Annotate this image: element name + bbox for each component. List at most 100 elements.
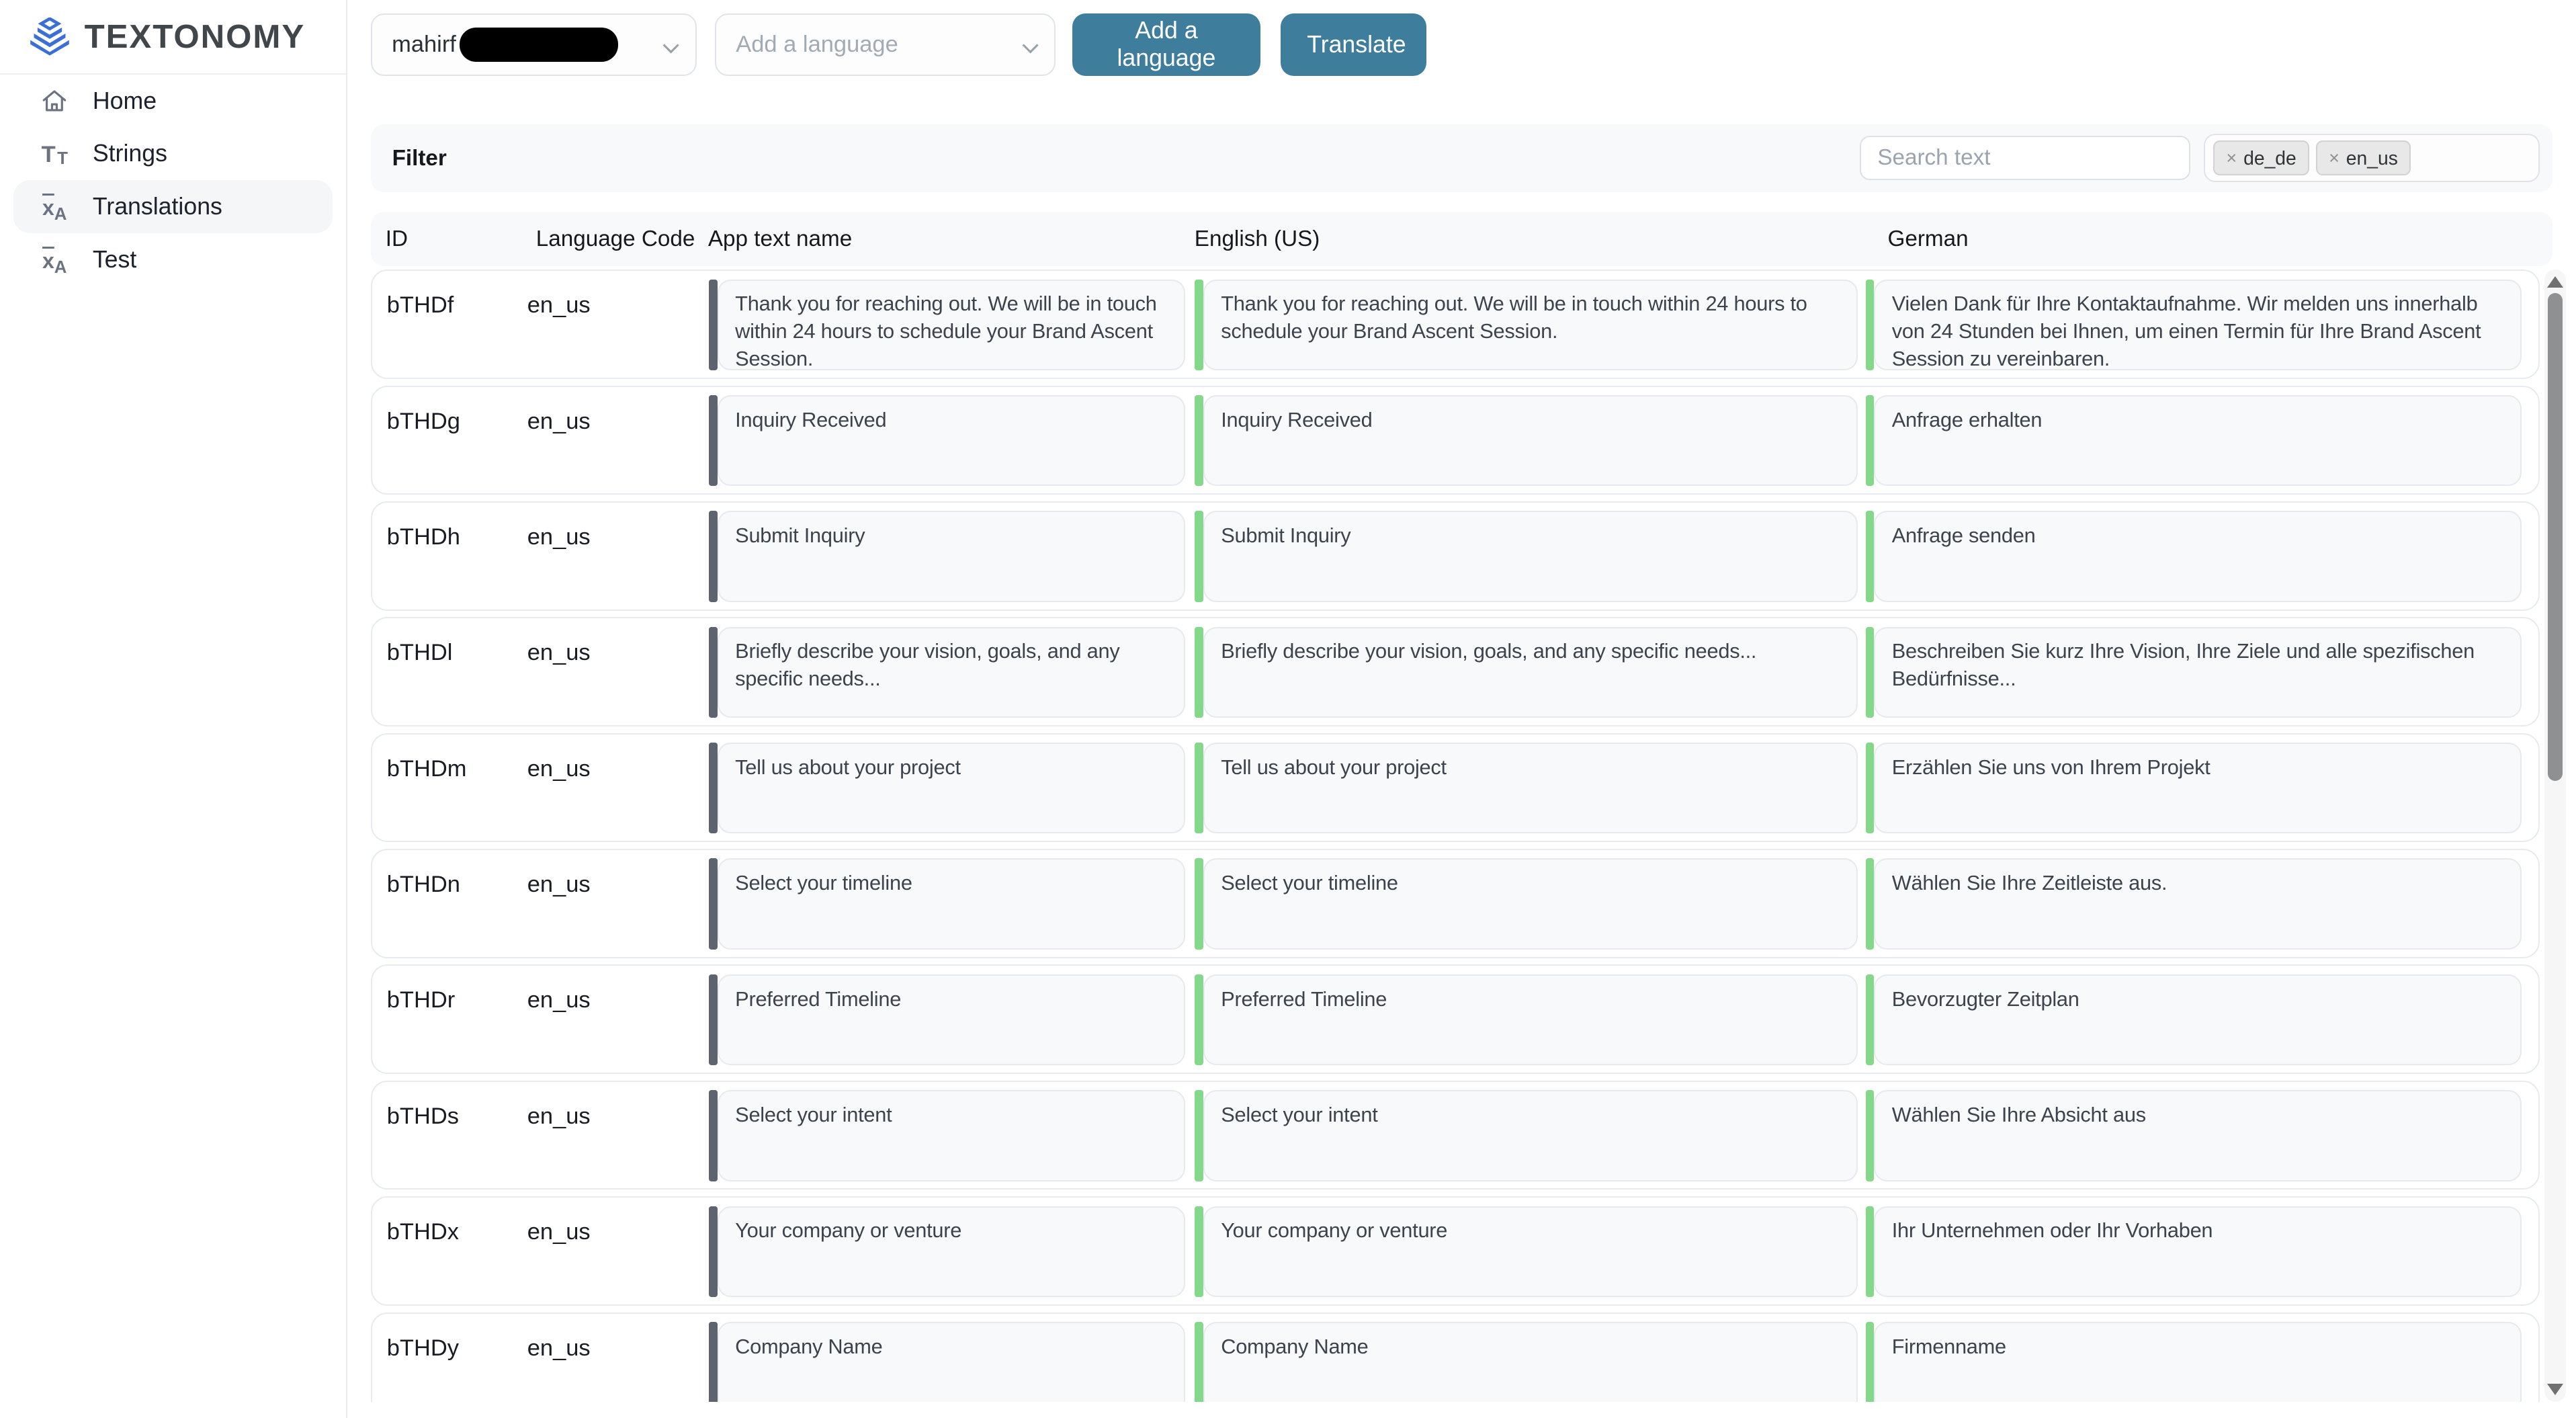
sidebar-item-test[interactable]: xA Test: [13, 233, 333, 286]
app-text-name-field[interactable]: Submit Inquiry: [717, 511, 1185, 602]
remove-tag-icon[interactable]: ×: [2226, 147, 2237, 169]
german-field[interactable]: Vielen Dank für Ihre Kontaktaufnahme. Wi…: [1874, 279, 2522, 371]
translation-indicator-bar: [1865, 743, 1875, 834]
app-text-indicator-bar: [709, 1206, 718, 1297]
app-text-name-field[interactable]: Company Name: [717, 1321, 1185, 1402]
app-text-indicator-bar: [709, 511, 718, 602]
row-id: bTHDs: [386, 1103, 459, 1129]
add-language-select[interactable]: Add a language: [714, 13, 1056, 77]
logo-text: TEXTONOMY: [84, 17, 306, 55]
english-us-field[interactable]: Thank you for reaching out. We will be i…: [1203, 279, 1858, 371]
app-text-name-field[interactable]: Preferred Timeline: [717, 974, 1185, 1066]
german-field[interactable]: Anfrage senden: [1874, 511, 2522, 602]
sidebar-item-label: Home: [92, 87, 157, 114]
row-id: bTHDn: [386, 872, 460, 898]
row-language-code: en_us: [527, 524, 591, 550]
table-row: bTHDn en_us Select your timeline Select …: [370, 849, 2540, 958]
app-text-indicator-bar: [709, 626, 718, 718]
row-id: bTHDm: [386, 755, 467, 782]
chevron-down-icon: [1022, 37, 1039, 54]
translation-indicator-bar: [1195, 974, 1203, 1066]
row-id: bTHDx: [386, 1219, 459, 1245]
main-area: mahirf Add a language Add a language Tra…: [347, 0, 2576, 1418]
table-row: bTHDm en_us Tell us about your project T…: [370, 733, 2540, 843]
translation-indicator-bar: [1195, 279, 1203, 371]
english-us-field[interactable]: Submit Inquiry: [1203, 511, 1858, 602]
scrollbar-thumb[interactable]: [2548, 292, 2563, 782]
sidebar-item-label: Translations: [92, 193, 222, 220]
scrollbar[interactable]: [2544, 269, 2567, 1402]
app-text-indicator-bar: [709, 279, 718, 371]
scroll-down-icon[interactable]: [2546, 1383, 2563, 1395]
app-text-indicator-bar: [709, 743, 718, 834]
filter-bar: Filter Search text × de_de × en_us: [370, 124, 2553, 192]
translation-indicator-bar: [1865, 974, 1875, 1066]
tag-en_us[interactable]: × en_us: [2315, 140, 2411, 175]
row-id: bTHDf: [386, 292, 454, 319]
english-us-field[interactable]: Select your timeline: [1203, 858, 1858, 950]
german-field[interactable]: Firmenname: [1874, 1321, 2522, 1402]
row-language-code: en_us: [527, 872, 591, 898]
translation-indicator-bar: [1195, 1321, 1203, 1402]
english-us-field[interactable]: Tell us about your project: [1203, 743, 1858, 834]
translate-button[interactable]: Translate: [1280, 13, 1426, 77]
translate-icon: xA: [42, 196, 67, 224]
row-language-code: en_us: [527, 755, 591, 782]
table-row: bTHDh en_us Submit Inquiry Submit Inquir…: [370, 501, 2540, 611]
logo-layers-icon: [30, 17, 69, 56]
column-header-id: ID: [385, 226, 408, 251]
scroll-up-icon[interactable]: [2546, 276, 2563, 288]
english-us-field[interactable]: Inquiry Received: [1203, 394, 1858, 487]
english-us-field[interactable]: Your company or venture: [1203, 1206, 1858, 1297]
german-field[interactable]: Erzählen Sie uns von Ihrem Projekt: [1874, 743, 2522, 834]
table-row: bTHDx en_us Your company or venture Your…: [370, 1196, 2540, 1306]
language-tag-box[interactable]: × de_de × en_us: [2203, 134, 2540, 182]
row-id: bTHDr: [386, 987, 456, 1013]
app-text-name-field[interactable]: Briefly describe your vision, goals, and…: [717, 626, 1185, 718]
translation-indicator-bar: [1195, 858, 1203, 950]
german-field[interactable]: Wählen Sie Ihre Absicht aus: [1874, 1090, 2522, 1181]
app-text-name-field[interactable]: Your company or venture: [717, 1206, 1185, 1297]
chevron-down-icon: [662, 37, 680, 54]
sidebar-item-home[interactable]: Home: [13, 75, 333, 128]
search-input[interactable]: Search text: [1859, 135, 2191, 181]
project-select[interactable]: mahirf: [370, 13, 697, 77]
german-field[interactable]: Ihr Unternehmen oder Ihr Vorhaben: [1874, 1206, 2522, 1297]
app-text-name-field[interactable]: Select your intent: [717, 1090, 1185, 1181]
app-text-indicator-bar: [709, 858, 718, 950]
english-us-field[interactable]: Preferred Timeline: [1203, 974, 1858, 1066]
tag-de_de[interactable]: × de_de: [2213, 140, 2310, 175]
app-text-name-field[interactable]: Inquiry Received: [717, 394, 1185, 487]
home-icon: [38, 87, 71, 115]
app-text-name-field[interactable]: Thank you for reaching out. We will be i…: [717, 279, 1185, 371]
english-us-field[interactable]: Company Name: [1203, 1321, 1858, 1402]
translation-indicator-bar: [1865, 511, 1875, 602]
topbar: mahirf Add a language Add a language Tra…: [370, 13, 2576, 77]
german-field[interactable]: Bevorzugter Zeitplan: [1874, 974, 2522, 1066]
filter-label: Filter: [392, 145, 447, 171]
german-field[interactable]: Anfrage erhalten: [1874, 394, 2522, 487]
english-us-field[interactable]: Select your intent: [1203, 1090, 1858, 1181]
table-row: bTHDr en_us Preferred Timeline Preferred…: [370, 964, 2540, 1074]
german-field[interactable]: Beschreiben Sie kurz Ihre Vision, Ihre Z…: [1874, 626, 2522, 718]
app-text-name-field[interactable]: Tell us about your project: [717, 743, 1185, 834]
sidebar-item-translations[interactable]: xA Translations: [13, 180, 333, 234]
german-field[interactable]: Wählen Sie Ihre Zeitleiste aus.: [1874, 858, 2522, 950]
column-header-english-us: English (US): [1194, 226, 1320, 251]
add-language-button[interactable]: Add a language: [1072, 13, 1261, 77]
column-header-german: German: [1887, 226, 1969, 251]
column-header-language-code: Language Code: [535, 226, 695, 251]
english-us-field[interactable]: Briefly describe your vision, goals, and…: [1203, 626, 1858, 718]
row-id: bTHDy: [386, 1335, 459, 1361]
row-language-code: en_us: [527, 987, 591, 1013]
translation-indicator-bar: [1865, 1090, 1875, 1181]
table-row: bTHDf en_us Thank you for reaching out. …: [370, 269, 2540, 379]
app-text-indicator-bar: [709, 1321, 718, 1402]
row-language-code: en_us: [527, 640, 591, 666]
remove-tag-icon[interactable]: ×: [2329, 147, 2339, 169]
translation-indicator-bar: [1865, 1321, 1875, 1402]
search-placeholder: Search text: [1877, 145, 1991, 171]
app-text-name-field[interactable]: Select your timeline: [717, 858, 1185, 950]
